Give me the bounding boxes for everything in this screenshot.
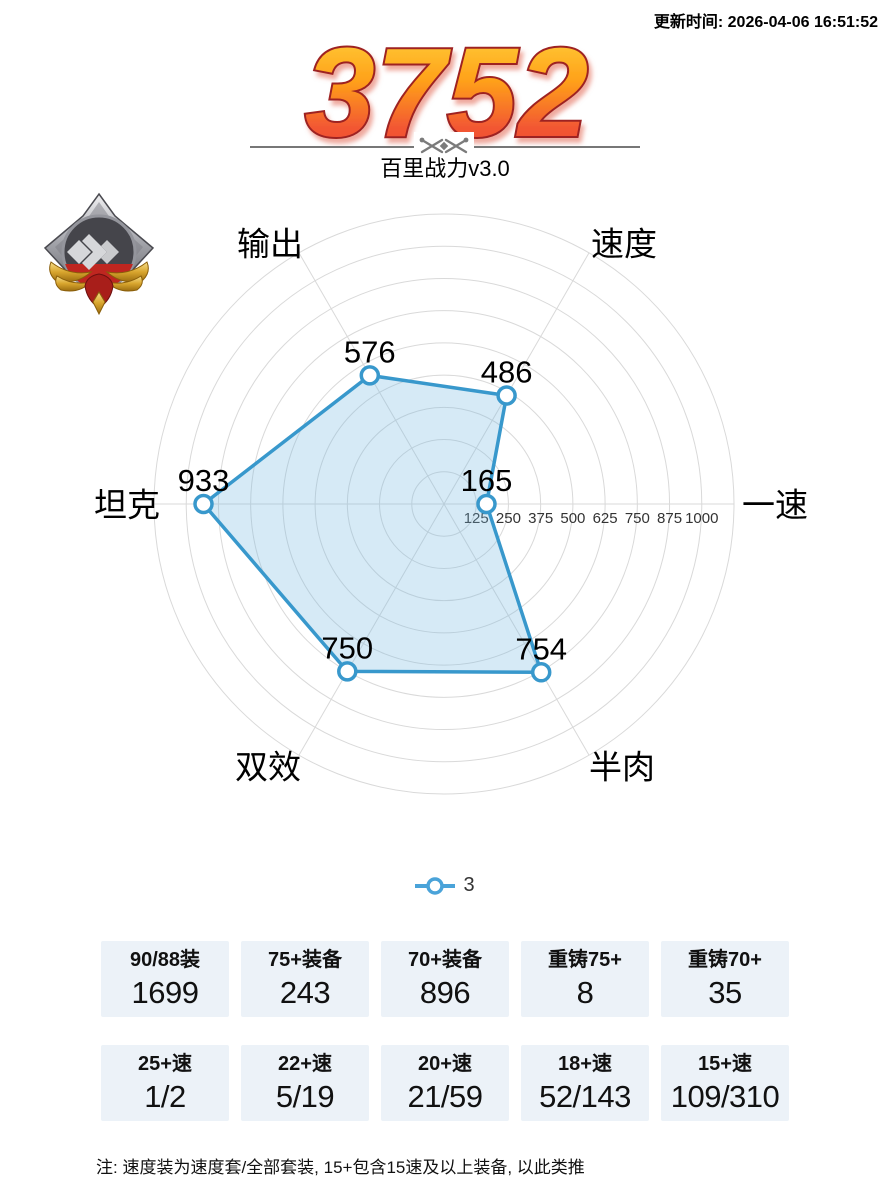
divider-ornament-icon [414,132,474,160]
stat-box: 25+速 1/2 [101,1045,229,1121]
stat-label: 22+速 [278,1053,332,1075]
radar-axis-label: 半肉 [589,749,655,786]
stat-box: 70+装备 896 [381,941,509,1017]
stat-value: 5/19 [275,1079,335,1114]
radar-data-point [496,385,517,406]
radar-data-point [193,493,214,515]
radar-axis-line [443,252,590,505]
radar-data-point [359,365,381,386]
radar-tick-label: 375 [528,510,553,527]
radar-series-area [201,373,543,675]
stat-box: 重铸70+ 35 [661,941,789,1017]
stat-box: 18+速 52/143 [521,1045,649,1121]
radar-axis-line [298,503,445,756]
stat-value: 1699 [131,975,199,1010]
stat-label: 90/88装 [129,949,201,971]
radar-tick-label: 250 [496,510,521,527]
stat-value: 21/59 [407,1079,483,1114]
radar-value-label: 165 [461,463,513,498]
radar-value-label: 933 [178,463,230,498]
stat-label: 18+速 [558,1053,612,1075]
stat-value: 8 [576,975,594,1010]
stat-value: 243 [279,975,331,1010]
stat-label: 70+装备 [408,949,482,971]
legend-label: 3 [463,874,475,896]
radar-tick-label: 500 [560,510,585,527]
radar-value-label: 750 [321,630,373,665]
radar-tick-label: 875 [657,510,682,527]
stat-box: 22+速 5/19 [241,1045,369,1121]
stat-value: 896 [419,975,471,1010]
radar-tick-label: 1000 [685,510,718,527]
radar-axis-label: 坦克 [94,487,160,524]
stat-label: 75+装备 [268,949,342,971]
radar-axis-label: 双效 [235,749,301,786]
radar-data-point [337,661,358,682]
radar-value-label: 486 [481,355,533,390]
stat-label: 重铸70+ [688,949,762,971]
footnote: 注: 速度装为速度套/全部套装, 15+包含15速及以上装备, 以此类推 [96,1158,585,1177]
radar-value-label: 576 [344,334,396,369]
update-timestamp: 更新时间: 2026-04-06 16:51:52 [653,14,878,31]
subtitle: 百里战力v3.0 [380,156,510,181]
radar-axis-label: 速度 [591,226,657,263]
radar-axis-label: 输出 [237,226,303,263]
radar-tick-label: 625 [593,510,618,527]
radar-tick-label: 125 [464,510,489,527]
radar-value-label: 754 [515,631,567,666]
stat-value: 52/143 [539,1079,631,1114]
stat-label: 25+速 [138,1053,192,1075]
stat-value: 109/310 [670,1079,780,1114]
stat-box: 20+速 21/59 [381,1045,509,1121]
rank-badge-icon [43,192,155,316]
stat-row-equipment: 90/88装 1699 75+装备 243 70+装备 896 重铸75+ 8 … [0,941,890,1017]
stat-box: 15+速 109/310 [661,1045,789,1121]
stat-label: 20+速 [418,1053,472,1075]
radar-data-point [476,493,497,515]
radar-axis-label: 一速 [742,487,808,524]
legend[interactable]: 3 [0,874,890,897]
stat-box: 75+装备 243 [241,941,369,1017]
stat-row-speed: 25+速 1/2 22+速 5/19 20+速 21/59 18+速 52/14… [0,1045,890,1121]
stat-value: 1/2 [144,1079,186,1114]
radar-axis-line [443,503,590,756]
stat-box: 重铸75+ 8 [521,941,649,1017]
stat-label: 15+速 [698,1053,752,1075]
stat-box: 90/88装 1699 [101,941,229,1017]
legend-marker-icon [415,876,456,895]
radar-data-point [530,662,552,683]
stat-value: 35 [708,975,742,1010]
stat-label: 重铸75+ [548,949,622,971]
radar-tick-label: 750 [625,510,650,527]
